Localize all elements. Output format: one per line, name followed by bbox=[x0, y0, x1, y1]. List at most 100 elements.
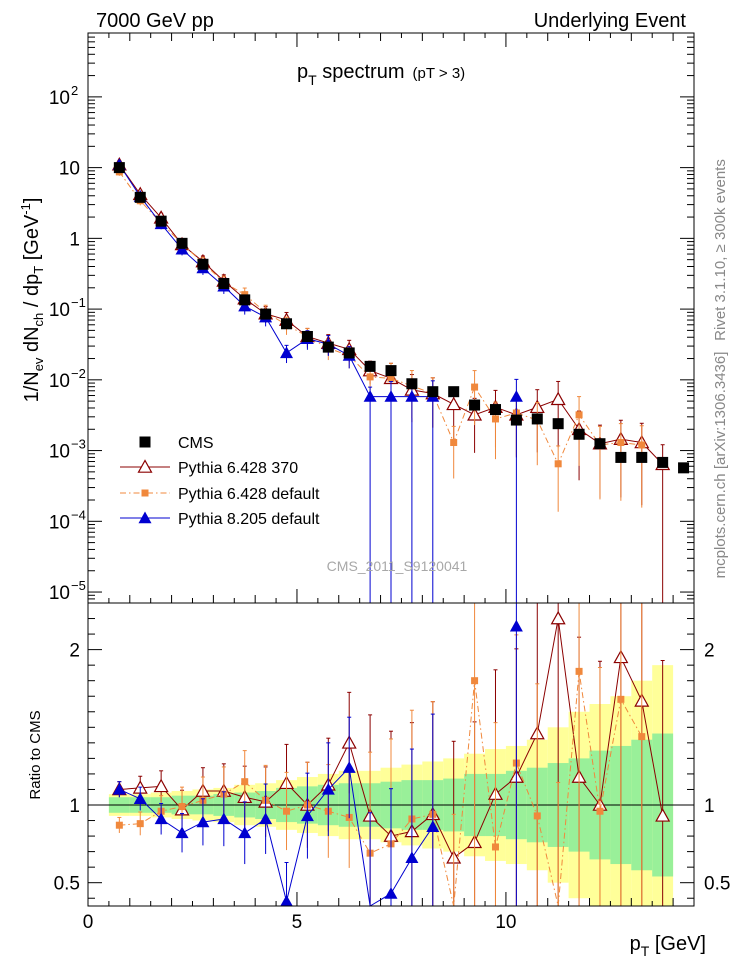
ratio-point bbox=[384, 887, 398, 899]
y-tick-label: 1 bbox=[69, 229, 80, 250]
ratio-y-label: Ratio to CMS bbox=[27, 710, 44, 799]
legend-entry-2: Pythia 6.428 default bbox=[120, 486, 320, 503]
ratio-point bbox=[217, 812, 231, 825]
y-tick-exponent: −5 bbox=[71, 578, 86, 593]
svg-text:1/Nev dNch / dpT [GeV-1]: 1/Nev dNch / dpT [GeV-1] bbox=[18, 198, 46, 403]
data-point bbox=[197, 258, 209, 270]
data-point bbox=[554, 460, 562, 468]
data-point bbox=[218, 278, 230, 290]
data-point bbox=[363, 390, 377, 402]
data-point bbox=[385, 365, 397, 377]
ratio-point bbox=[153, 778, 169, 793]
data-point bbox=[531, 413, 543, 425]
ratio-point bbox=[471, 677, 479, 685]
ratio-point bbox=[426, 820, 440, 832]
ratio-point bbox=[321, 782, 335, 795]
legend-marker bbox=[139, 436, 151, 448]
legend-label: CMS bbox=[178, 435, 214, 452]
y-tick-exponent: −4 bbox=[71, 507, 86, 522]
ratio-point bbox=[509, 619, 523, 632]
ratio-point bbox=[533, 812, 541, 820]
ratio-point bbox=[405, 851, 419, 864]
ratio-y-tick-label: 0.5 bbox=[54, 874, 80, 895]
data-point bbox=[387, 374, 395, 382]
data-point bbox=[450, 439, 458, 447]
ratio-point bbox=[259, 812, 273, 825]
ratio-point bbox=[178, 803, 186, 811]
ratio-point bbox=[280, 894, 294, 907]
legend-entry-1: Pythia 6.428 370 bbox=[120, 459, 298, 477]
y-tick-label: 10 bbox=[49, 88, 70, 109]
mcplots-label: mcplots.cern.ch [arXiv:1306.3436] bbox=[712, 352, 729, 579]
ratio-frame bbox=[87, 602, 695, 907]
data-point bbox=[550, 391, 566, 406]
ratio-point bbox=[175, 826, 189, 839]
ratio-point bbox=[342, 761, 356, 773]
series-cms bbox=[113, 162, 690, 474]
data-point bbox=[343, 347, 355, 359]
y-tick-label: 10 bbox=[49, 442, 70, 463]
data-point bbox=[448, 386, 460, 398]
data-point bbox=[552, 418, 564, 430]
data-point bbox=[489, 404, 501, 416]
legend-label: Pythia 6.428 370 bbox=[178, 460, 298, 477]
data-point bbox=[176, 237, 188, 249]
ratio-point bbox=[550, 610, 566, 625]
y-tick-exponent: 2 bbox=[71, 83, 78, 98]
ratio-point bbox=[238, 826, 252, 839]
ratio-point bbox=[154, 812, 168, 825]
y-tick-exponent: −3 bbox=[71, 437, 86, 452]
ratio-point bbox=[133, 792, 147, 804]
data-point bbox=[155, 215, 167, 227]
data-point bbox=[471, 383, 479, 391]
ratio-y-tick-label: 2 bbox=[69, 641, 80, 662]
y-tick-label: 10 bbox=[49, 300, 70, 321]
data-point bbox=[238, 299, 252, 312]
x-axis-label: pT [GeV] bbox=[630, 933, 706, 959]
data-point bbox=[638, 441, 646, 449]
data-point bbox=[281, 318, 293, 330]
data-point bbox=[509, 390, 523, 402]
chart-title: pT spectrum (pT > 3) bbox=[297, 61, 465, 88]
rivet-label: Rivet 3.1.10, ≥ 300k events bbox=[712, 159, 729, 341]
y-tick-exponent: −1 bbox=[71, 295, 86, 310]
y-tick-label: 10 bbox=[59, 159, 80, 180]
ratio-point bbox=[115, 821, 123, 829]
data-point bbox=[491, 415, 499, 423]
ratio-series-2 bbox=[112, 602, 523, 907]
ratio-y-tick-label-right: 1 bbox=[704, 796, 715, 817]
ratio-point bbox=[300, 809, 314, 822]
y-tick-label: 10 bbox=[49, 512, 70, 533]
data-point bbox=[617, 439, 625, 447]
legend: CMS Pythia 6.428 370 Pythia 6.428 default P… bbox=[120, 435, 320, 528]
ratio-point bbox=[241, 778, 249, 786]
data-point bbox=[427, 386, 439, 398]
legend-entry-3: Pythia 8.205 default bbox=[120, 511, 320, 528]
data-point bbox=[280, 346, 294, 359]
y-axis-label: 1/Nev dNch / dpT [GeV-1] bbox=[18, 198, 46, 403]
header-left: 7000 GeV pp bbox=[96, 10, 214, 32]
ratio-panel bbox=[87, 602, 695, 907]
legend-marker bbox=[141, 489, 149, 497]
data-point bbox=[406, 378, 418, 390]
data-point bbox=[322, 341, 334, 353]
data-point bbox=[575, 411, 583, 419]
data-point bbox=[260, 308, 272, 320]
data-point bbox=[301, 330, 313, 342]
data-point bbox=[469, 399, 481, 411]
ratio-point bbox=[596, 807, 604, 815]
data-point bbox=[239, 294, 251, 306]
y-tick-label: 10 bbox=[49, 583, 70, 604]
y-tick-exponent: −2 bbox=[71, 366, 86, 381]
data-point bbox=[384, 390, 398, 402]
x-tick-label: 10 bbox=[495, 912, 516, 933]
data-point bbox=[657, 456, 669, 468]
ratio-point bbox=[112, 782, 126, 795]
header-right: Underlying Event bbox=[534, 10, 687, 32]
ratio-y-tick-label-right: 2 bbox=[704, 641, 715, 662]
x-tick-label: 0 bbox=[83, 912, 94, 933]
data-point bbox=[134, 191, 146, 203]
series-line-3-0 bbox=[118, 164, 433, 398]
data-point bbox=[405, 390, 419, 402]
data-point bbox=[636, 451, 648, 463]
